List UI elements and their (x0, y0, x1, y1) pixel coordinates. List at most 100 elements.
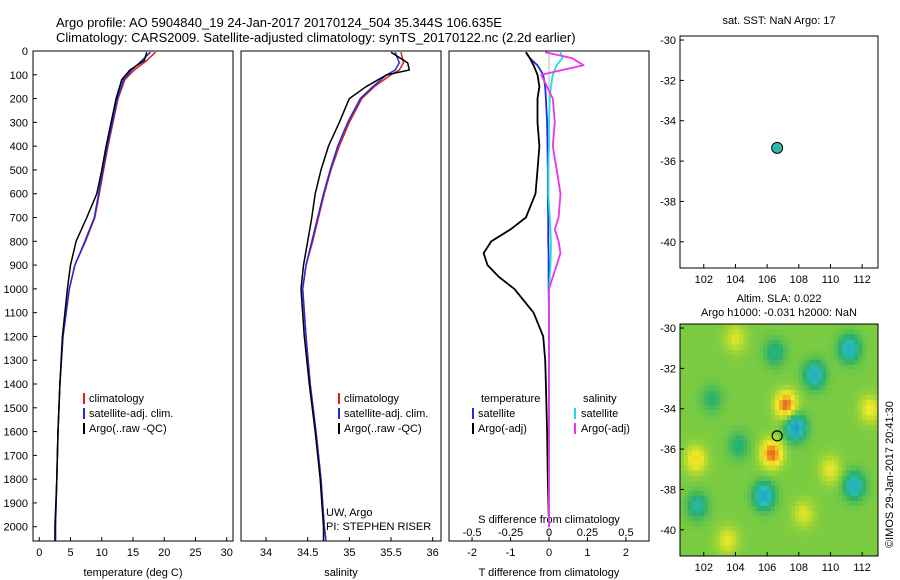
y-tick-label: 1300 (4, 355, 28, 367)
heatmap-cell (680, 334, 685, 340)
heatmap-cell (826, 389, 831, 396)
heatmap-cell (751, 440, 756, 446)
heatmap-cell (790, 485, 796, 491)
heatmap-cell (858, 505, 863, 512)
heatmap-cell (739, 374, 744, 380)
heatmap-cell (715, 510, 720, 517)
heatmap-cell (814, 540, 819, 547)
heatmap-cell (854, 424, 859, 431)
heatmap-cell (854, 419, 859, 426)
heatmap-cell (711, 424, 717, 431)
heatmap-cell (830, 500, 835, 506)
heatmap-cell (739, 530, 744, 537)
legend-entry: Argo(-adj) (581, 423, 630, 435)
heatmap-cell (739, 429, 744, 436)
heatmap-cell (870, 359, 875, 365)
heatmap-cell (870, 540, 875, 547)
heatmap-cell (699, 520, 705, 527)
heatmap-cell (719, 460, 724, 466)
heatmap-cell (798, 520, 804, 527)
heatmap-cell (862, 445, 867, 451)
heatmap-cell (862, 440, 867, 446)
heatmap-cell (715, 520, 720, 527)
heatmap-cell (747, 460, 752, 466)
heatmap-cell (826, 364, 831, 370)
heatmap-cell (822, 455, 827, 461)
heatmap-cell (743, 455, 748, 461)
heatmap-cell (743, 394, 748, 401)
heatmap-cell (703, 404, 709, 411)
heatmap-cell (743, 550, 748, 557)
heatmap-cell (755, 349, 760, 355)
heatmap-cell (691, 364, 697, 370)
heatmap-cell (703, 505, 709, 512)
heatmap-cell (806, 374, 812, 380)
heatmap-cell (707, 465, 713, 471)
heatmap-cell (818, 480, 823, 486)
heatmap-cell (719, 545, 724, 552)
heatmap-cell (802, 429, 808, 436)
heatmap-cell (771, 434, 776, 441)
heatmap-cell (826, 419, 831, 426)
heatmap-cell (798, 490, 804, 496)
heatmap-cell (695, 450, 701, 456)
heatmap-cell (838, 445, 843, 451)
heatmap-cell (838, 334, 843, 340)
heatmap-cell (711, 354, 717, 360)
heatmap-cell (703, 369, 709, 375)
heatmap-cell (842, 500, 847, 506)
heatmap-cell (790, 334, 796, 340)
heatmap-cell (838, 450, 843, 456)
heatmap-cell (767, 389, 772, 396)
heatmap-cell (715, 445, 720, 451)
y-tick-label: 100 (10, 70, 28, 82)
heatmap-cell (782, 480, 788, 486)
heatmap-cell (830, 334, 835, 340)
heatmap-cell (739, 505, 744, 512)
heatmap-cell (747, 329, 752, 335)
heatmap-cell (719, 344, 724, 350)
heatmap-cell (798, 374, 804, 380)
heatmap-cell (687, 515, 693, 522)
heatmap-cell (695, 495, 701, 501)
heatmap-cell (850, 540, 855, 547)
heatmap-cell (834, 414, 839, 421)
heatmap-cell (763, 369, 768, 375)
heatmap-cell (834, 485, 839, 491)
heatmap-cell (731, 429, 736, 436)
heatmap-cell (707, 344, 713, 350)
heatmap-cell (790, 364, 796, 370)
heatmap-cell (723, 329, 728, 335)
heatmap-cell (683, 445, 689, 451)
heatmap-cell (695, 389, 701, 396)
heatmap-cell (731, 490, 736, 496)
heatmap-cell (854, 359, 859, 365)
heatmap-cell (707, 419, 713, 426)
heatmap-cell (854, 344, 859, 350)
heatmap-cell (810, 324, 816, 330)
heatmap-cell (751, 374, 756, 380)
heatmap-cell (759, 364, 764, 370)
heatmap-cell (723, 445, 728, 451)
heatmap-cell (779, 520, 784, 527)
heatmap-cell (810, 334, 816, 340)
heatmap-cell (874, 490, 879, 496)
heatmap-cell (680, 359, 685, 365)
heatmap-cell (727, 450, 732, 456)
heatmap-cell (691, 530, 697, 537)
heatmap-cell (727, 500, 732, 506)
heatmap-cell (838, 460, 843, 466)
heatmap-cell (874, 329, 879, 335)
heatmap-cell (782, 384, 788, 390)
heatmap-cell (874, 424, 879, 431)
heatmap-cell (870, 364, 875, 370)
heatmap-cell (711, 460, 717, 466)
heatmap-cell (814, 470, 819, 476)
heatmap-cell (735, 329, 740, 335)
heatmap-cell (703, 440, 709, 446)
heatmap-cell (806, 349, 812, 355)
heatmap-cell (798, 419, 804, 426)
heatmap-cell (830, 324, 835, 330)
heatmap-cell (719, 424, 724, 431)
heatmap-cell (683, 550, 689, 557)
